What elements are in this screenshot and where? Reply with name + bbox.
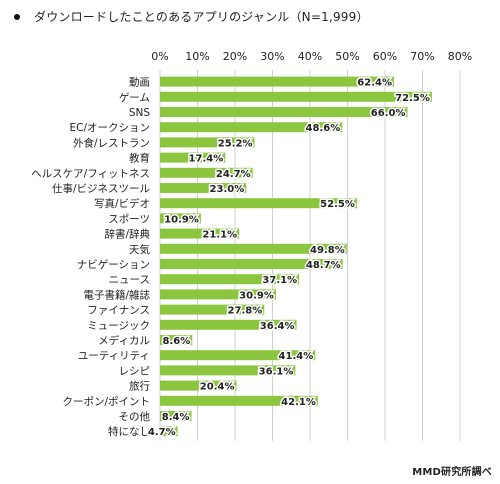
- data-label: 49.8%: [310, 245, 345, 256]
- data-label: 8.6%: [163, 336, 191, 347]
- category-label: ニュース: [109, 274, 150, 286]
- data-label: 21.1%: [202, 230, 237, 241]
- category-label: その他: [119, 410, 151, 423]
- data-label: 8.4%: [162, 412, 190, 423]
- bar: [160, 137, 255, 148]
- bar: [160, 76, 394, 87]
- bar: [160, 395, 318, 406]
- data-label: 52.5%: [320, 199, 355, 210]
- x-tick-label: 20%: [223, 50, 247, 63]
- data-label: 25.2%: [218, 138, 253, 149]
- bar: [160, 380, 237, 391]
- data-label: 66.0%: [371, 108, 406, 119]
- category-label: EC/オークション: [69, 122, 150, 134]
- bar: [160, 274, 300, 285]
- category-label: SNS: [129, 107, 151, 119]
- bar: [160, 335, 193, 345]
- category-label: クーポン/ポイント: [62, 396, 150, 408]
- bar: [160, 243, 347, 254]
- data-label: 17.4%: [189, 154, 224, 165]
- data-label: 48.7%: [306, 260, 341, 271]
- x-tick-label: 30%: [260, 50, 284, 63]
- bar: [160, 426, 178, 437]
- category-label: 特になし: [108, 426, 150, 438]
- bar: [160, 289, 276, 300]
- category-label: ゲーム: [119, 92, 150, 104]
- category-label: 仕事/ビジネスツール: [52, 182, 150, 195]
- category-label: 教育: [129, 152, 150, 165]
- category-label: 天気: [129, 243, 150, 256]
- category-label: 電子書籍/雑誌: [83, 288, 150, 301]
- bullet-icon: [14, 13, 20, 20]
- category-label: ファイナンス: [87, 305, 150, 317]
- data-label: 42.1%: [281, 397, 316, 408]
- x-tick-label: 50%: [335, 50, 359, 63]
- data-label: 24.7%: [216, 169, 251, 180]
- data-label: 30.9%: [239, 290, 274, 301]
- category-label: 外食/レストラン: [73, 136, 150, 149]
- category-label: ユーティリティ: [78, 350, 150, 362]
- data-label: 48.6%: [306, 123, 341, 134]
- data-label: 36.1%: [259, 366, 294, 377]
- source-note: MMD研究所調べ: [412, 467, 492, 478]
- bar: [160, 365, 296, 376]
- data-label: 27.8%: [228, 306, 263, 317]
- data-label: 10.9%: [164, 214, 199, 225]
- x-tick-label: 0%: [151, 50, 168, 63]
- bar: [160, 91, 432, 102]
- category-label: メディカル: [98, 334, 150, 347]
- x-tick-label: 70%: [410, 50, 434, 63]
- data-label: 41.4%: [279, 351, 314, 362]
- category-label: 辞書/辞典: [104, 228, 150, 241]
- x-tick-label: 40%: [298, 50, 322, 63]
- data-label: 20.4%: [200, 382, 235, 393]
- bar: [160, 198, 357, 209]
- bar: [160, 167, 253, 178]
- data-label: 4.7%: [148, 427, 176, 438]
- bar: [160, 122, 343, 133]
- category-label: ミュージック: [87, 320, 150, 332]
- category-label: ナビゲーション: [77, 259, 150, 271]
- bar: [160, 259, 343, 269]
- category-label: 旅行: [129, 380, 150, 393]
- category-label: 写真/ビデオ: [94, 197, 150, 210]
- data-label: 72.5%: [395, 93, 430, 104]
- x-tick-label: 60%: [373, 50, 397, 63]
- bar: [160, 213, 201, 224]
- x-tick-label: 10%: [185, 50, 209, 63]
- category-label: ヘルスケア/フィットネス: [31, 168, 150, 180]
- bar: [160, 228, 240, 239]
- bar: [160, 152, 226, 163]
- bar: [160, 319, 297, 330]
- bar: [160, 411, 192, 421]
- bar: [160, 183, 247, 193]
- data-label: 62.4%: [357, 78, 392, 89]
- bar: [160, 350, 316, 361]
- data-label: 36.4%: [260, 321, 295, 332]
- category-label: スポーツ: [108, 213, 150, 225]
- category-label: レシピ: [119, 365, 151, 377]
- chart-title: ダウンロードしたことのあるアプリのジャンル（N=1,999）: [34, 10, 369, 24]
- data-label: 37.1%: [262, 275, 297, 286]
- chart-title-row: ダウンロードしたことのあるアプリのジャンル（N=1,999）: [14, 8, 369, 25]
- x-tick-label: 80%: [448, 50, 472, 63]
- bar: [160, 304, 265, 315]
- data-label: 23.0%: [210, 184, 245, 195]
- bar: [160, 107, 408, 117]
- category-label: 動画: [129, 76, 150, 89]
